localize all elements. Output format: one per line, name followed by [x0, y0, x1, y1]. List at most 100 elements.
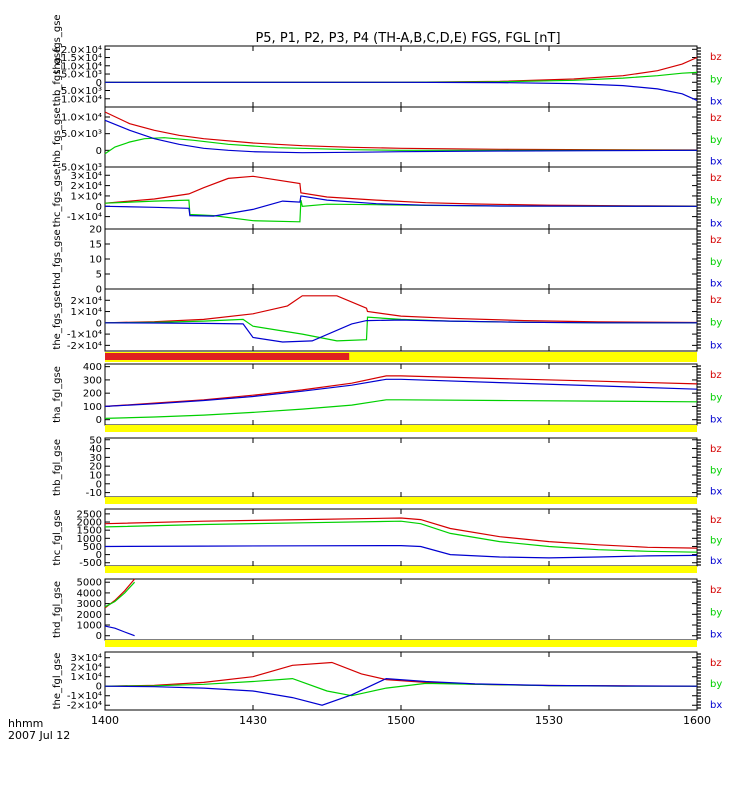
series-line-by — [105, 71, 698, 83]
y-axis-label: the_fgs_gse — [52, 290, 63, 349]
bar-after-thc-fgl — [105, 425, 697, 432]
y-tick-label: 0 — [96, 479, 102, 490]
y-axis-label: thb_fgl_gse — [52, 439, 63, 496]
x-axis-label: hhmm — [8, 717, 43, 730]
legend-bz: bz — [710, 235, 722, 246]
y-tick-label: 200 — [83, 389, 102, 400]
x-tick-label: 1600 — [683, 714, 711, 727]
legend-bx: bx — [710, 415, 722, 426]
y-tick-label: 0 — [96, 285, 102, 296]
legend-bz: bz — [710, 585, 722, 596]
status-bars-group — [105, 352, 697, 647]
y-tick-label: 0 — [96, 550, 102, 561]
legend-bz: bz — [710, 515, 722, 526]
series-line-by — [104, 581, 136, 608]
y-tick-label: 400 — [83, 362, 102, 373]
y-tick-label: 100 — [83, 402, 102, 413]
series-line-bx — [104, 378, 698, 407]
y-tick-label: 15 — [89, 240, 102, 251]
legend-bz: bz — [710, 444, 722, 455]
legend-bx: bx — [710, 340, 722, 351]
series-line-by — [104, 199, 698, 223]
status-bar-red — [105, 353, 350, 360]
y-tick-label: -1×10⁴ — [67, 330, 102, 341]
legend-bx: bx — [710, 487, 722, 498]
y-tick-label: 1000 — [77, 534, 102, 545]
panel-6: 0 100 200 300 400 tha_fgl_gse bz by bx — [52, 362, 722, 426]
y-tick-label: 1500 — [77, 526, 102, 537]
y-tick-label: -5.0×10³ — [57, 86, 102, 97]
y-tick-label: -2×10⁴ — [67, 341, 102, 352]
legend-bx: bx — [710, 97, 722, 108]
status-bar-yellow — [105, 497, 697, 504]
legend-by: by — [710, 679, 722, 690]
y-tick-label: 1000 — [77, 621, 102, 632]
y-tick-label: 20 — [89, 462, 102, 473]
legend-bz: bz — [710, 370, 722, 381]
series-line-bz — [104, 175, 698, 207]
y-tick-label: 0 — [96, 202, 102, 213]
panel-frame — [104, 166, 698, 230]
legend-by: by — [710, 257, 722, 268]
y-tick-label: 2000 — [77, 610, 102, 621]
y-tick-label: 0 — [96, 78, 102, 89]
y-tick-label: -1×10⁴ — [67, 691, 102, 702]
panel-frame — [104, 228, 698, 290]
y-tick-label: -1×10⁴ — [67, 212, 102, 223]
legend-bx: bx — [710, 157, 722, 168]
legend-bz: bz — [710, 295, 722, 306]
status-bar-yellow — [105, 425, 697, 432]
series-line-bx — [104, 119, 698, 154]
y-tick-label: 500 — [83, 542, 102, 553]
y-tick-label: 2000 — [77, 518, 102, 529]
legend-by: by — [710, 535, 722, 546]
series-line-bx — [104, 544, 698, 559]
y-tick-label: 300 — [83, 375, 102, 386]
y-tick-label: 20 — [89, 225, 102, 236]
series-line-bz — [104, 295, 698, 324]
legend-by: by — [710, 465, 722, 476]
x-tick-label: 1530 — [535, 714, 563, 727]
legend-by: by — [710, 135, 722, 146]
y-tick-label: 5 — [96, 270, 102, 281]
y-axis-label-extra: tha_fgs_gse — [52, 14, 63, 73]
y-tick-label: 0 — [96, 318, 102, 329]
y-tick-label: 1.5×10⁴ — [61, 53, 102, 64]
y-tick-label: 0 — [96, 631, 102, 642]
y-tick-label: 5.0×10³ — [61, 129, 102, 140]
y-tick-label: 1.0×10⁴ — [61, 61, 102, 72]
series-line-bz — [104, 661, 698, 687]
y-axis-label: tha_fgl_gse — [52, 366, 63, 423]
status-bar-yellow — [105, 640, 697, 647]
status-bar-yellow — [105, 352, 697, 362]
y-tick-label: 10 — [89, 255, 102, 266]
series-line-bz — [104, 111, 698, 151]
series-line-bx — [104, 677, 698, 706]
y-axis-label: the_fgl_gse — [52, 653, 63, 710]
x-axis: 1400 1430 1500 1530 1600 — [91, 714, 711, 727]
y-tick-label: 5.0×10³ — [61, 70, 102, 81]
series-line-bz — [104, 375, 698, 407]
y-tick-label: 1×10⁴ — [71, 191, 102, 202]
status-bar-yellow — [105, 566, 697, 573]
legend-by: by — [710, 607, 722, 618]
y-tick-label: 2.0×10⁴ — [61, 45, 102, 56]
bar-after-thd-fgl — [105, 640, 697, 647]
series-line-bx — [104, 319, 697, 343]
series-line-bx — [104, 195, 698, 217]
y-tick-label: -1.0×10⁴ — [57, 94, 102, 105]
legend-by: by — [710, 196, 722, 207]
legend-bx: bx — [710, 700, 722, 711]
y-tick-label: 0 — [96, 415, 102, 426]
y-tick-label: 5000 — [77, 578, 102, 589]
y-axis-label: thd_fgs_gse — [52, 229, 63, 288]
y-tick-label: 3×10⁴ — [71, 171, 102, 182]
